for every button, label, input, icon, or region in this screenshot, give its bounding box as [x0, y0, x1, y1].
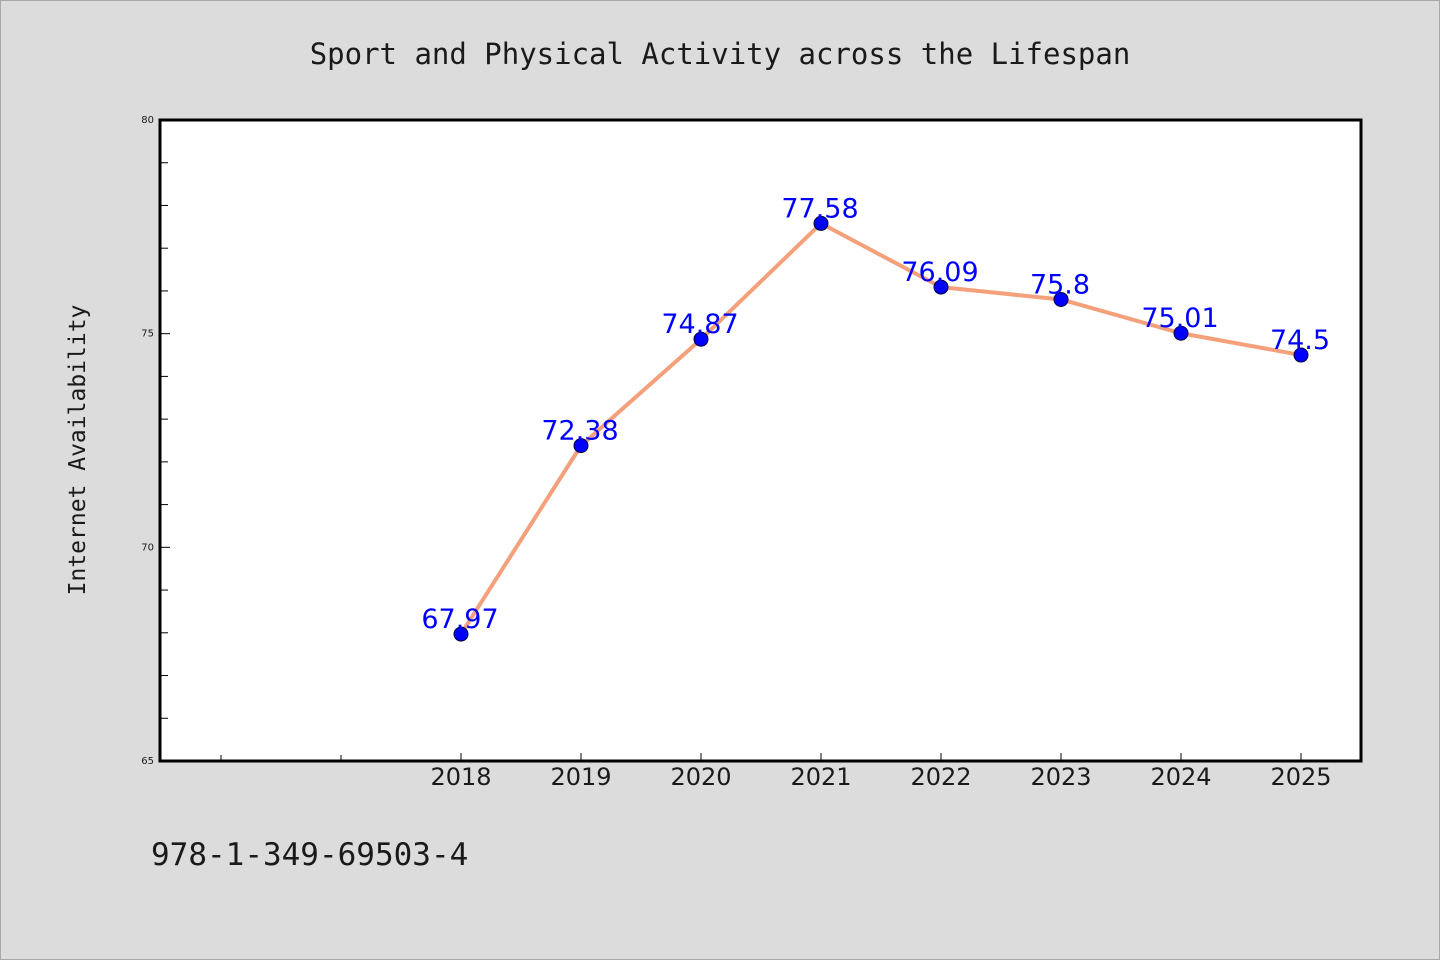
- y-tick-label: 80: [141, 115, 154, 126]
- data-label: 75.01: [1141, 303, 1218, 334]
- isbn-footer: 978-1-349-69503-4: [151, 837, 468, 873]
- data-label: 77.58: [781, 193, 858, 224]
- x-tick-label: 2023: [1030, 763, 1091, 791]
- data-point: [813, 215, 829, 231]
- data-point: [453, 626, 469, 642]
- data-point: [693, 331, 709, 347]
- data-point: [573, 438, 589, 454]
- data-point: [1053, 291, 1069, 307]
- y-axis-minor-ticks: [160, 162, 168, 719]
- x-tick-label: 2019: [550, 763, 611, 791]
- y-tick-label: 65: [141, 756, 154, 767]
- x-tick-label: 2020: [670, 763, 731, 791]
- x-axis-ticks: 2018 2019 2020 2021 2022 2023 2024 2025: [430, 753, 1332, 791]
- chart-title: Sport and Physical Activity across the L…: [310, 37, 1131, 71]
- data-labels: 67.97 72.38 74.87 77.58 76.09 75.8 75.01 74.5: [421, 193, 1330, 635]
- data-label: 74.5: [1270, 325, 1330, 356]
- y-tick-label: 75: [141, 329, 154, 340]
- x-axis-minor-ticks: [220, 755, 342, 761]
- data-point: [1293, 347, 1309, 363]
- series-line: [459, 221, 1302, 636]
- data-point: [933, 279, 949, 295]
- y-axis-label: Internet Availability: [65, 305, 91, 596]
- x-tick-label: 2024: [1150, 763, 1211, 791]
- data-label: 76.09: [901, 257, 978, 288]
- x-tick-label: 2018: [430, 763, 491, 791]
- x-tick-label: 2021: [790, 763, 851, 791]
- data-label: 67.97: [421, 604, 498, 635]
- x-tick-label: 2025: [1270, 763, 1331, 791]
- data-label: 72.38: [541, 416, 618, 447]
- plot-area: [158, 118, 1363, 763]
- data-point: [1173, 325, 1189, 341]
- y-tick-label: 70: [141, 542, 154, 553]
- series-layer: [453, 215, 1309, 642]
- data-label: 75.8: [1030, 269, 1090, 300]
- x-tick-label: 2022: [910, 763, 971, 791]
- y-axis-ticks: 65 70 75 80: [141, 115, 170, 767]
- data-label: 74.87: [661, 309, 738, 340]
